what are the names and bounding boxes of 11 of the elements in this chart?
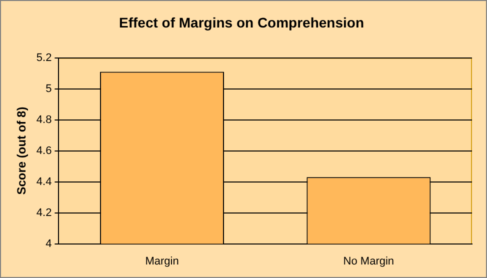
y-tick-label: 4.2 — [36, 206, 52, 219]
y-tick-label: 4.4 — [36, 176, 52, 188]
y-tick-label: 4.8 — [36, 114, 52, 126]
x-tick-label: No Margin — [343, 255, 394, 268]
y-tick-label: 5 — [46, 82, 52, 95]
y-tick-label: 4.6 — [36, 144, 52, 157]
y-tick-label: 5.2 — [36, 52, 52, 64]
chart-title: Effect of Margins on Comprehension — [118, 14, 364, 30]
y-axis-title: Score (out of 8) — [14, 106, 29, 195]
y-tick-label: 4 — [46, 238, 52, 250]
x-tick-label: Margin — [145, 255, 179, 268]
